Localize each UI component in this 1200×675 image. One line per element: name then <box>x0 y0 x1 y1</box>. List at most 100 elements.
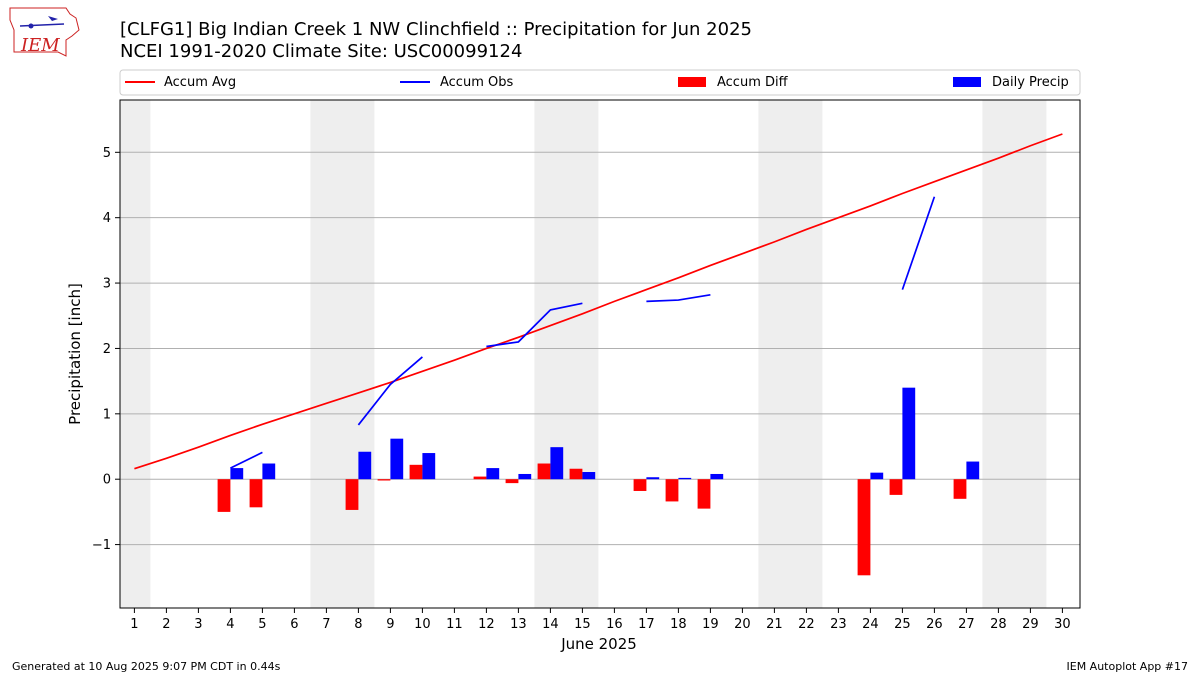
accum-diff-bar <box>505 479 519 484</box>
legend-label-accum-avg: Accum Avg <box>164 75 236 90</box>
accum-obs-line <box>357 356 423 426</box>
accum-diff-bar <box>537 463 551 480</box>
legend: Accum Avg Accum Obs Accum Diff Daily Pre… <box>119 69 1081 96</box>
x-tick-label: 25 <box>894 617 911 632</box>
x-tick-label: 29 <box>1022 617 1039 632</box>
accum-diff-bar <box>697 479 711 509</box>
x-tick-label: 12 <box>478 617 495 632</box>
x-tick-label: 27 <box>958 617 975 632</box>
accum-diff-bar <box>409 464 423 480</box>
accum-obs-line <box>901 196 936 290</box>
daily-precip-bar <box>582 472 596 480</box>
daily-precip-bar <box>870 472 884 480</box>
legend-item-accum-obs: Accum Obs <box>400 75 513 90</box>
accum-diff-bar <box>345 479 359 510</box>
y-tick-label: 1 <box>103 407 111 422</box>
x-tick-label: 19 <box>702 617 719 632</box>
x-tick-label: 5 <box>258 617 266 632</box>
x-tick-label: 6 <box>290 617 298 632</box>
weekend-band <box>120 100 151 608</box>
x-tick-label: 20 <box>734 617 751 632</box>
logo-text: IEM <box>20 35 60 56</box>
x-tick-label: 30 <box>1054 617 1071 632</box>
accum-avg-line <box>134 133 1063 470</box>
daily-precip-bar <box>230 468 244 480</box>
accum-diff-bar <box>633 479 647 491</box>
daily-precip-bar <box>390 438 404 480</box>
y-tick-label: 2 <box>103 342 111 357</box>
daily-precip-bar <box>262 463 276 480</box>
accum-diff-bar <box>665 479 679 502</box>
x-tick-label: 23 <box>830 617 847 632</box>
x-tick-label: 4 <box>226 617 234 632</box>
weekend-band <box>310 100 375 608</box>
legend-item-accum-diff: Accum Diff <box>678 75 789 90</box>
x-tick-label: 24 <box>862 617 879 632</box>
x-tick-label: 26 <box>926 617 943 632</box>
daily-precip-bar <box>358 451 372 480</box>
y-tick-label: 5 <box>103 146 111 161</box>
legend-label-accum-diff: Accum Diff <box>717 75 789 90</box>
daily-precip-bar <box>486 468 500 480</box>
x-tick-label: 13 <box>510 617 527 632</box>
daily-precip-bar <box>550 447 564 480</box>
legend-item-accum-avg: Accum Avg <box>125 75 236 90</box>
x-axis-label: June 2025 <box>560 635 637 653</box>
accum-diff-bar <box>249 479 263 508</box>
daily-precip-bar <box>518 473 532 480</box>
y-tick-label: −1 <box>92 538 111 553</box>
weekend-band <box>982 100 1047 608</box>
x-tick-label: 17 <box>638 617 655 632</box>
gridlines <box>120 151 1080 546</box>
x-tick-label: 18 <box>670 617 687 632</box>
footer-app: IEM Autoplot App #17 <box>1067 660 1189 673</box>
accum-obs-line <box>646 293 711 303</box>
x-tick-label: 11 <box>446 617 463 632</box>
x-tick-label: 16 <box>606 617 623 632</box>
x-tick-label: 14 <box>542 617 559 632</box>
legend-swatch-accum-diff <box>678 77 706 87</box>
legend-label-daily-precip: Daily Precip <box>992 75 1069 90</box>
bars <box>217 387 980 576</box>
accum-obs-line <box>230 451 263 469</box>
accum-obs-line <box>486 302 583 348</box>
plot-frame <box>119 99 1081 609</box>
iem-logo: IEM <box>9 7 80 57</box>
legend-box <box>119 69 1081 96</box>
legend-item-daily-precip: Daily Precip <box>953 75 1069 90</box>
x-tick-label: 3 <box>194 617 202 632</box>
x-tick-label: 15 <box>574 617 591 632</box>
chart-subtitle: NCEI 1991-2020 Climate Site: USC00099124 <box>120 41 522 62</box>
x-tick-label: 8 <box>354 617 362 632</box>
daily-precip-bar <box>646 477 660 480</box>
x-tick-label: 28 <box>990 617 1007 632</box>
daily-precip-bar <box>966 461 980 480</box>
accum-diff-bar <box>953 479 967 499</box>
x-tick-label: 21 <box>766 617 783 632</box>
lines <box>134 133 1063 470</box>
x-tick-label: 7 <box>322 617 330 632</box>
accum-diff-bar <box>857 479 871 576</box>
weekend-band <box>534 100 599 608</box>
x-tick-label: 22 <box>798 617 815 632</box>
accum-diff-bar <box>377 479 391 481</box>
weekend-shading <box>120 100 1047 608</box>
y-tick-label: 3 <box>103 277 111 292</box>
legend-label-accum-obs: Accum Obs <box>440 75 513 90</box>
accum-diff-bar <box>889 479 903 495</box>
accum-diff-bar <box>473 476 487 480</box>
daily-precip-bar <box>710 473 724 480</box>
daily-precip-bar <box>422 453 436 480</box>
x-tick-label: 1 <box>130 617 138 632</box>
x-tick-label: 10 <box>414 617 431 632</box>
x-tick-label: 9 <box>386 617 394 632</box>
accum-diff-bar <box>569 468 583 480</box>
y-axis-label: Precipitation [inch] <box>66 283 84 425</box>
weekend-band <box>758 100 823 608</box>
y-tick-label: 4 <box>103 211 111 226</box>
daily-precip-bar <box>902 387 916 480</box>
x-tick-label: 2 <box>162 617 170 632</box>
daily-precip-bar <box>678 477 692 480</box>
accum-diff-bar <box>217 479 231 512</box>
